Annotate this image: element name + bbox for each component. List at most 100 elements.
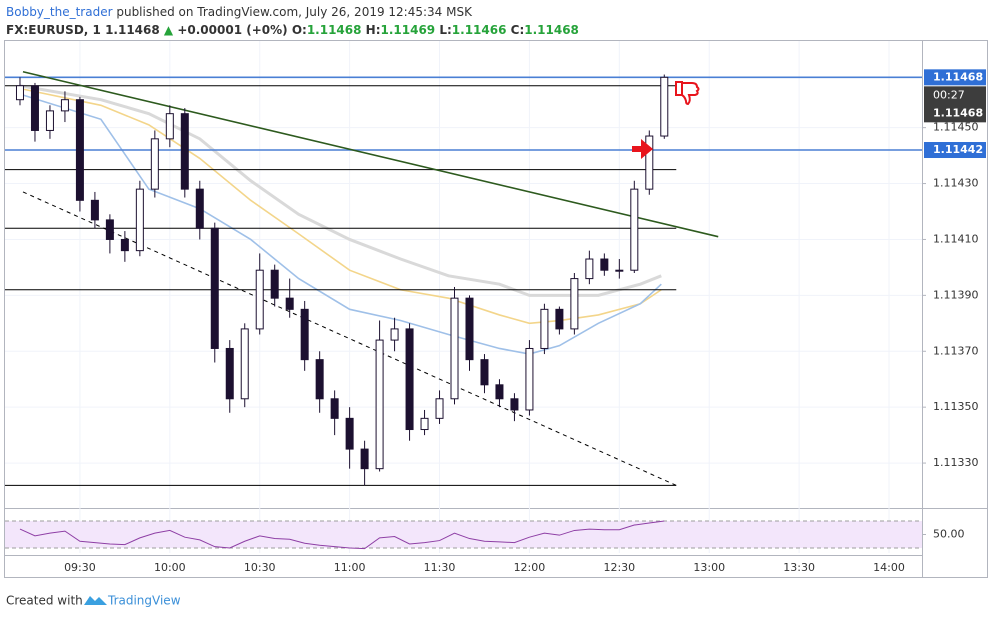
thumbs-down [675,81,700,106]
candle-body [300,308,309,361]
price-label-box [924,142,986,159]
candle-body [150,138,159,190]
candle-body [180,113,189,190]
candle-body [645,135,654,190]
x-tick-label: 13:00 [693,561,725,574]
candle-body [90,199,99,221]
candle-body [555,308,564,330]
x-tick-label: 12:00 [514,561,546,574]
logo [84,596,107,605]
candle-body [240,328,249,400]
candle-body [315,359,324,400]
candle-body [660,76,669,137]
h: 1.11469 [381,23,436,37]
footer-created: Created with [6,594,83,608]
candle-body [60,99,69,112]
l: 1.11466 [452,23,507,37]
x-tick-label: 14:00 [873,561,905,574]
l-label: L: [439,23,451,37]
candle-body [495,384,504,400]
published: published on TradingView.com, July 26, 2… [113,5,474,19]
y-tick-label: 1.11370 [933,344,979,357]
red-arrow [632,139,653,159]
candle-body [435,398,444,419]
x-tick-label: 12:30 [603,561,635,574]
price-label: 1.11468 [933,70,983,83]
candle-body [270,269,279,299]
y-tick-label: 1.11350 [933,400,979,413]
candle-body [405,328,414,431]
candle-body [15,85,24,101]
candle-body [105,219,114,240]
candle-body [165,113,174,140]
symbol: FX:EURUSD, 1 [6,23,101,37]
candle-body [615,269,624,272]
candle-body [360,448,369,470]
o: 1.11468 [307,23,362,37]
thumb-hand [681,82,700,106]
x-tick-label: 11:30 [424,561,456,574]
frame-border [4,40,988,578]
candle-body [285,297,294,310]
countdown-box [924,86,986,123]
candle-body [510,398,519,411]
x-tick-label: 13:30 [783,561,815,574]
moving-average [19,87,662,325]
c-label: C: [511,23,525,37]
countdown: 00:27 [933,88,965,101]
rsi-band [5,520,922,549]
y-tick-label: 1.11390 [933,288,979,301]
c: 1.11468 [524,23,579,37]
last: 1.11468 [105,23,160,37]
candle-body [75,99,84,201]
price-label-box [924,69,986,86]
last-price-label: 1.11468 [933,106,983,119]
frame [4,40,988,578]
candle-body [135,188,144,252]
author[interactable]: Bobby_the_trader [6,5,113,19]
candle-body [585,258,594,280]
candle-body [225,347,234,400]
candle-body [45,110,54,131]
candle-body [345,417,354,450]
candle-body [450,297,459,400]
candle-body [330,398,339,419]
trend-line [22,70,719,238]
candle-body [195,188,204,229]
candle-body [480,359,489,386]
rsi-tick-label: 50.00 [933,527,965,540]
candle-body [30,85,39,131]
y-tick-label: 1.11410 [933,232,979,245]
publish-line: Bobby_the_trader published on TradingVie… [6,5,473,19]
x-tick-label: 10:30 [244,561,276,574]
y-tick-label: 1.11330 [933,456,979,469]
candle-body [570,278,579,330]
candle-body [630,188,639,271]
change: +0.00001 (+0%) [177,23,287,37]
moving-average [19,93,662,355]
candle-body [255,269,264,330]
layers: 09:30 10:00 10:30 11:00 11:30 12:00 12:30 13:00… [5,41,986,574]
arrow: ▲ [164,23,174,37]
candle-body [375,339,384,470]
candle-body [390,328,399,341]
h-label: H: [366,23,381,37]
x-tick-label: 09:30 [64,561,96,574]
candle-body [600,258,609,271]
candle-body [525,347,534,411]
symbol-line: FX:EURUSD, 1 1.11468 ▲ +0.00001 (+0%) O:… [6,23,579,37]
y-tick-label: 1.11450 [933,121,979,134]
footer-brand[interactable]: TradingView [107,594,181,608]
x-tick-label: 11:00 [334,561,366,574]
candle-body [465,297,474,361]
candle-body [120,238,129,252]
candle-body [540,308,549,349]
candle-body [420,417,429,431]
price-label: 1.11442 [933,143,983,156]
candle-body [210,227,219,349]
rsi-line [19,520,665,550]
y-tick-label: 1.11430 [933,177,979,190]
x-tick-label: 10:00 [154,561,186,574]
o-label: O: [292,23,307,37]
